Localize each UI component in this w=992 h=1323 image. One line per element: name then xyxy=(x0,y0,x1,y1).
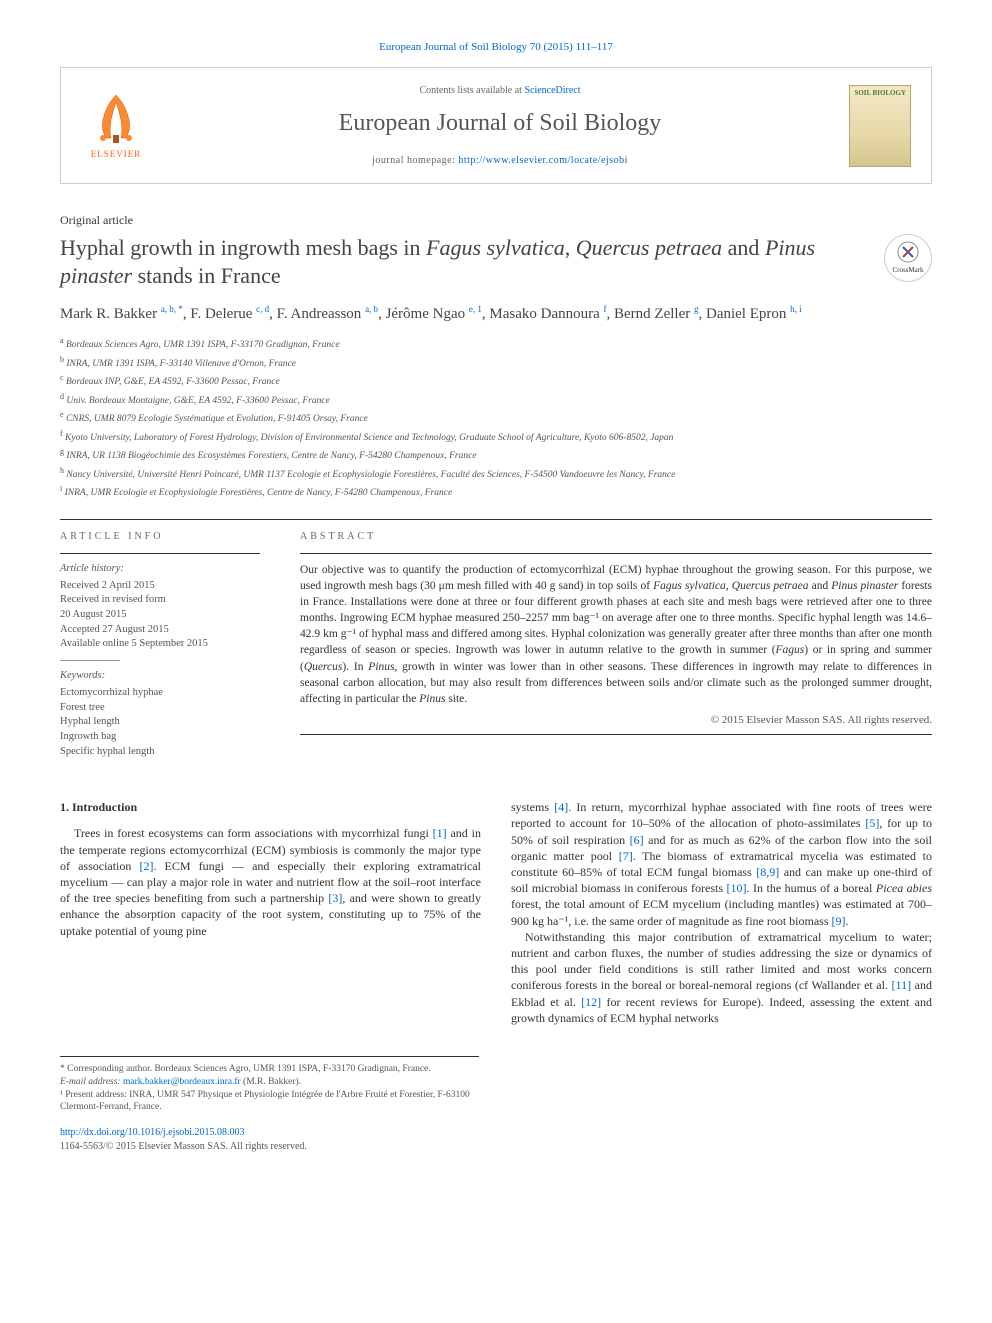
citation-link[interactable]: [4] xyxy=(554,800,568,814)
title-text: stands in France xyxy=(132,263,280,288)
author-list: Mark R. Bakker a, b, *, F. Delerue c, d,… xyxy=(60,303,932,325)
divider xyxy=(60,519,932,520)
history-lines: Received 2 April 2015Received in revised… xyxy=(60,579,260,652)
abstract-text: Our objective was to quantify the produc… xyxy=(300,562,932,707)
affiliation-line: d Univ. Bordeaux Montaigne, G&E, EA 4592… xyxy=(60,391,932,408)
abstract-span: and xyxy=(809,580,832,592)
journal-header: ELSEVIER Contents lists available at Sci… xyxy=(60,67,932,184)
citation-link[interactable]: [3] xyxy=(328,891,342,905)
keyword-line: Forest tree xyxy=(60,701,260,716)
article-type: Original article xyxy=(60,212,932,228)
citation-link[interactable]: [11] xyxy=(892,978,912,992)
abstract-span: ). In xyxy=(342,661,368,673)
species-name: Pinus xyxy=(419,693,445,705)
abstract-span: , growth in winter was lower than in oth… xyxy=(300,661,932,705)
abstract-copyright: © 2015 Elsevier Masson SAS. All rights r… xyxy=(300,713,932,728)
species-name: Pinus xyxy=(368,661,394,673)
citation-link[interactable]: [5] xyxy=(865,816,879,830)
email-label: E-mail address: xyxy=(60,1077,123,1087)
title-text: and xyxy=(722,235,765,260)
affiliation-line: h Nancy Université, Université Henri Poi… xyxy=(60,465,932,482)
history-line: Accepted 27 August 2015 xyxy=(60,623,260,638)
elsevier-label: ELSEVIER xyxy=(91,148,142,160)
citation-link[interactable]: [7] xyxy=(619,849,633,863)
journal-homepage-line: journal homepage: http://www.elsevier.co… xyxy=(171,154,829,168)
abstract-heading: ABSTRACT xyxy=(300,530,932,544)
species-name: Quercus xyxy=(304,661,343,673)
article-info-heading: ARTICLE INFO xyxy=(60,530,260,544)
body-paragraph: Trees in forest ecosystems can form asso… xyxy=(60,825,481,938)
citation-link[interactable]: [8,9] xyxy=(756,865,779,879)
journal-reference: European Journal of Soil Biology 70 (201… xyxy=(60,40,932,55)
affiliation-line: e CNRS, UMR 8079 Ecologie Systématique e… xyxy=(60,409,932,426)
species-name: Fagus sylvatica xyxy=(426,235,565,260)
affiliation-line: b INRA, UMR 1391 ISPA, F-33140 Villenave… xyxy=(60,354,932,371)
affiliation-line: i INRA, UMR Ecologie et Ecophysiologie F… xyxy=(60,483,932,500)
elsevier-tree-icon xyxy=(91,90,141,145)
affiliations-list: a Bordeaux Sciences Agro, UMR 1391 ISPA,… xyxy=(60,335,932,500)
affiliation-line: g INRA, UR 1138 Biogéochimie des Ecosyst… xyxy=(60,446,932,463)
keyword-line: Hyphal length xyxy=(60,715,260,730)
crossmark-label: CrossMark xyxy=(892,266,923,275)
citation-link[interactable]: [9] xyxy=(832,914,846,928)
species-name: Quercus petraea xyxy=(732,580,809,592)
section-heading-intro: 1. Introduction xyxy=(60,799,481,815)
homepage-prefix: journal homepage: xyxy=(372,155,458,166)
journal-name: European Journal of Soil Biology xyxy=(171,107,829,139)
species-name: Pinus pinaster xyxy=(831,580,898,592)
citation-link[interactable]: [10] xyxy=(727,881,747,895)
body-paragraph: systems [4]. In return, mycorrhizal hyph… xyxy=(511,799,932,929)
divider xyxy=(300,734,932,735)
journal-cover-thumbnail[interactable]: SOIL BIOLOGY xyxy=(849,85,911,167)
present-address-note: ¹ Present address: INRA, UMR 547 Physiqu… xyxy=(60,1089,479,1115)
corresponding-author-note: * Corresponding author. Bordeaux Science… xyxy=(60,1063,479,1076)
crossmark-icon xyxy=(897,241,919,266)
title-text: Hyphal growth in ingrowth mesh bags in xyxy=(60,235,426,260)
article-title: Hyphal growth in ingrowth mesh bags in F… xyxy=(60,234,864,289)
contents-available-line: Contents lists available at ScienceDirec… xyxy=(171,84,829,98)
corresponding-email-link[interactable]: mark.bakker@bordeaux.inra.fr xyxy=(123,1077,241,1087)
species-name: Picea abies xyxy=(876,881,932,895)
divider xyxy=(60,553,260,554)
footnotes: * Corresponding author. Bordeaux Science… xyxy=(60,1056,479,1114)
history-line: 20 August 2015 xyxy=(60,608,260,623)
citation-link[interactable]: [6] xyxy=(630,833,644,847)
citation-link[interactable]: [1] xyxy=(433,826,447,840)
body-column-left: 1. Introduction Trees in forest ecosyste… xyxy=(60,799,481,1026)
species-name: Fagus xyxy=(776,644,805,656)
citation-link[interactable]: [12] xyxy=(581,995,601,1009)
keywords-label: Keywords: xyxy=(60,669,260,684)
keyword-lines: Ectomycorrhizal hyphaeForest treeHyphal … xyxy=(60,686,260,759)
doi-link[interactable]: http://dx.doi.org/10.1016/j.ejsobi.2015.… xyxy=(60,1127,245,1138)
history-label: Article history: xyxy=(60,562,260,577)
keyword-line: Ectomycorrhizal hyphae xyxy=(60,686,260,701)
abstract-span: site. xyxy=(445,693,467,705)
body-paragraph: Notwithstanding this major contribution … xyxy=(511,929,932,1026)
doi-block: http://dx.doi.org/10.1016/j.ejsobi.2015.… xyxy=(60,1126,932,1153)
affiliation-line: a Bordeaux Sciences Agro, UMR 1391 ISPA,… xyxy=(60,335,932,352)
affiliation-line: f Kyoto University, Laboratory of Forest… xyxy=(60,428,932,445)
issn-copyright-line: 1164-5563/© 2015 Elsevier Masson SAS. Al… xyxy=(60,1140,932,1154)
contents-prefix: Contents lists available at xyxy=(419,85,524,96)
affiliation-line: c Bordeaux INP, G&E, EA 4592, F-33600 Pe… xyxy=(60,372,932,389)
sciencedirect-link[interactable]: ScienceDirect xyxy=(524,85,580,96)
title-text: , xyxy=(565,235,576,260)
body-column-right: systems [4]. In return, mycorrhizal hyph… xyxy=(511,799,932,1026)
history-line: Received in revised form xyxy=(60,593,260,608)
crossmark-badge[interactable]: CrossMark xyxy=(884,234,932,282)
email-line: E-mail address: mark.bakker@bordeaux.inr… xyxy=(60,1076,479,1089)
keyword-line: Ingrowth bag xyxy=(60,730,260,745)
species-name: Fagus sylvatica xyxy=(653,580,726,592)
email-suffix: (M.R. Bakker). xyxy=(241,1077,301,1087)
keyword-line: Specific hyphal length xyxy=(60,745,260,760)
journal-homepage-link[interactable]: http://www.elsevier.com/locate/ejsobi xyxy=(458,155,627,166)
cover-title: SOIL BIOLOGY xyxy=(854,90,906,98)
history-line: Received 2 April 2015 xyxy=(60,579,260,594)
history-line: Available online 5 September 2015 xyxy=(60,637,260,652)
species-name: Quercus petraea xyxy=(576,235,722,260)
citation-link[interactable]: [2] xyxy=(139,859,153,873)
elsevier-logo[interactable]: ELSEVIER xyxy=(81,86,151,166)
divider xyxy=(300,553,932,554)
